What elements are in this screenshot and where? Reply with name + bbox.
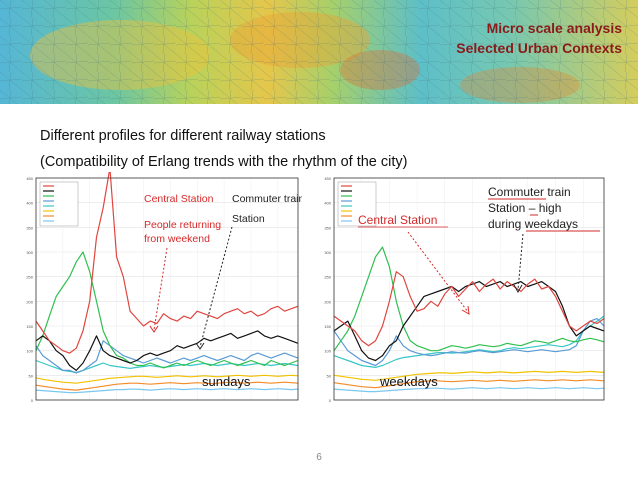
y-tick-label: 50 — [29, 373, 34, 378]
annotation-people-returning-2: from weekend — [144, 233, 210, 245]
sundays-chart: 0 50 100 150 200 250 300 350 400 450 sundays Cent… — [22, 172, 302, 417]
legend — [337, 181, 377, 227]
annotation-arrowhead-central — [461, 305, 470, 315]
y-tick-label: 400 — [324, 201, 331, 206]
series-line — [35, 388, 299, 394]
annotation-commuter-3: during weekdays — [488, 217, 578, 231]
series-line — [35, 381, 299, 391]
series-line — [333, 318, 605, 367]
series-line — [35, 330, 299, 371]
annotation-arrowhead-commuter — [513, 284, 523, 294]
series-line — [35, 374, 299, 384]
annotation-arrow-central — [407, 231, 469, 313]
axes: 0 50 100 150 200 250 300 350 400 450 — [324, 176, 605, 403]
y-tick-label: 150 — [26, 324, 33, 329]
annotation-central-station: Central Station — [144, 193, 214, 205]
y-tick-label: 450 — [26, 176, 33, 181]
annotation-central-station: Central Station — [358, 213, 437, 227]
y-tick-label: 350 — [324, 225, 331, 230]
axes: 0 50 100 150 200 250 300 350 400 450 — [26, 176, 299, 403]
annotation-arrow-commuter — [199, 226, 233, 348]
y-tick-label: 300 — [26, 250, 33, 255]
header-banner: Micro scale analysis Selected Urban Cont… — [0, 0, 638, 104]
annotation-commuter-1: Commuter train — [488, 185, 571, 199]
page-number: 6 — [316, 452, 322, 463]
series-line — [35, 251, 299, 369]
series-line — [333, 387, 605, 393]
series-line — [333, 315, 605, 368]
section-subtitle: Selected Urban Contexts — [456, 40, 622, 56]
y-tick-label: 200 — [26, 299, 33, 304]
y-tick-label: 450 — [324, 176, 331, 181]
plot-frame — [35, 177, 299, 401]
y-tick-label: 400 — [26, 201, 33, 206]
annotation-arrow-central — [153, 247, 168, 331]
y-tick-label: 350 — [26, 225, 33, 230]
y-tick-label: 100 — [26, 349, 33, 354]
y-tick-label: 200 — [324, 299, 331, 304]
y-tick-label: 50 — [327, 373, 332, 378]
y-tick-label: 250 — [26, 275, 33, 280]
y-tick-label: 250 — [324, 275, 331, 280]
map-texture — [0, 0, 638, 104]
chart-label-sundays: sundays — [202, 374, 251, 389]
series-line — [35, 172, 299, 354]
y-tick-label: 300 — [324, 250, 331, 255]
series-line — [333, 246, 605, 352]
annotation-commuter-1: Commuter train — [232, 193, 302, 205]
plot-frame — [333, 177, 605, 401]
intro-line-2: (Compatibility of Erlang trends with the… — [40, 154, 408, 170]
series-group — [333, 246, 605, 393]
annotation-people-returning-1: People returning — [144, 219, 221, 231]
intro-line-1: Different profiles for different railway… — [40, 128, 326, 144]
annotation-arrow-commuter — [517, 233, 524, 291]
annotation-arrowhead-central — [149, 325, 159, 333]
y-tick-label: 150 — [324, 324, 331, 329]
series-group — [35, 172, 299, 394]
series-line — [35, 340, 299, 374]
chart-label-weekdays: weekdays — [379, 374, 438, 389]
series-line — [333, 271, 605, 347]
annotation-commuter-2: Station — [232, 213, 265, 225]
series-line — [333, 370, 605, 381]
y-tick-label: 0 — [329, 398, 332, 403]
legend — [39, 181, 79, 227]
y-tick-label: 100 — [324, 349, 331, 354]
weekdays-chart: 0 50 100 150 200 250 300 350 400 450 weekdays Com… — [318, 172, 608, 417]
series-line — [333, 379, 605, 389]
annotation-commuter-2: Station – high — [488, 201, 561, 215]
legend-box — [337, 181, 377, 227]
y-tick-label: 0 — [31, 398, 34, 403]
section-title: Micro scale analysis — [486, 20, 622, 36]
annotation-arrowhead-commuter — [195, 342, 205, 350]
legend-box — [39, 181, 79, 227]
